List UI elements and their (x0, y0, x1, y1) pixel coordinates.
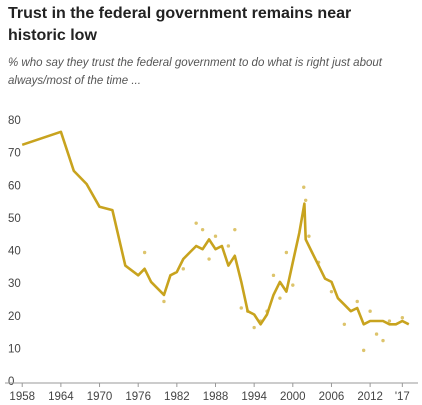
x-tick-label: 1958 (9, 391, 35, 403)
y-tick-label: 60 (8, 180, 21, 192)
survey-point (387, 319, 392, 323)
survey-point (233, 227, 237, 232)
survey-point (374, 332, 379, 336)
chart-title: Trust in the federal government remains … (8, 5, 351, 22)
survey-point (200, 227, 205, 232)
survey-point (194, 221, 198, 225)
survey-point (207, 257, 211, 261)
y-tick-label: 80 (8, 115, 21, 127)
x-tick-label: 2006 (319, 391, 345, 403)
survey-point (213, 234, 218, 238)
x-tick-label: 2012 (357, 391, 383, 403)
y-tick-label: 50 (8, 213, 21, 225)
survey-point (226, 244, 231, 248)
survey-point (142, 250, 147, 255)
x-tick-label: 1970 (87, 391, 113, 403)
y-tick-label: 20 (8, 311, 21, 323)
survey-point (361, 348, 366, 353)
survey-point (291, 283, 295, 287)
survey-point (278, 296, 282, 300)
survey-point (252, 325, 256, 330)
x-tick-label: '17 (395, 391, 410, 403)
x-tick-label: 1982 (164, 391, 190, 403)
survey-point (302, 185, 306, 189)
x-tick-label: 1988 (203, 391, 229, 403)
survey-point (162, 299, 166, 304)
survey-point (303, 198, 308, 202)
survey-point (342, 322, 347, 326)
y-tick-label: 0 (8, 376, 14, 388)
y-tick-label: 10 (8, 343, 21, 355)
survey-point (284, 250, 289, 255)
survey-point (368, 309, 372, 313)
survey-point (271, 273, 276, 278)
survey-point (307, 234, 311, 238)
x-tick-label: 2000 (280, 391, 306, 403)
y-tick-label: 40 (8, 246, 21, 258)
survey-point (381, 338, 385, 343)
y-tick-label: 70 (8, 148, 21, 160)
survey-point (400, 316, 405, 320)
survey-point (239, 306, 243, 310)
chart-title: historic low (8, 27, 97, 44)
chart-subtitle: % who say they trust the federal governm… (8, 57, 383, 69)
survey-point (329, 289, 334, 294)
survey-point (355, 299, 359, 304)
x-tick-label: 1976 (125, 391, 151, 403)
chart-subtitle: always/most of the time ... (8, 75, 141, 87)
y-tick-label: 30 (8, 278, 21, 290)
trend-line (21, 130, 410, 326)
survey-point (181, 267, 185, 271)
x-tick-label: 1964 (48, 391, 74, 403)
x-tick-label: 1994 (241, 391, 267, 403)
